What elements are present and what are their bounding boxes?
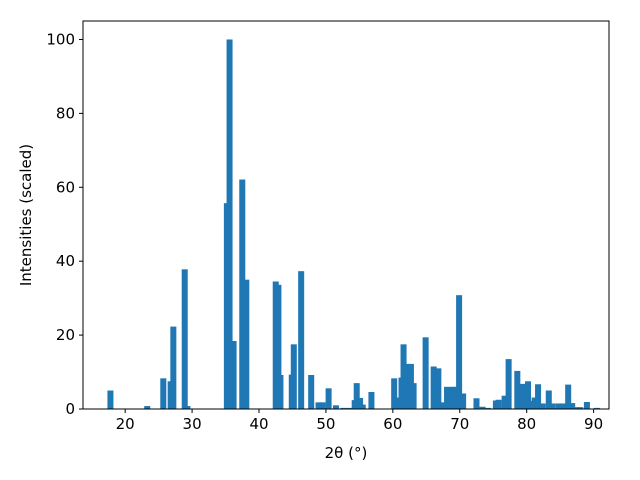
y-tick-label: 20: [56, 326, 75, 344]
bar: [440, 402, 447, 409]
bar: [325, 388, 332, 409]
bar: [452, 386, 459, 409]
bar: [368, 392, 375, 409]
bar: [505, 359, 512, 409]
x-axis-label: 2θ (°): [325, 444, 368, 462]
bar: [160, 378, 167, 409]
x-tick-label: 80: [517, 415, 536, 433]
bar: [519, 383, 526, 409]
y-tick-label: 60: [56, 178, 75, 196]
bar: [527, 400, 534, 409]
bar: [353, 383, 360, 409]
bar: [400, 344, 407, 409]
bar: [308, 375, 315, 409]
bar: [107, 390, 114, 409]
y-tick-label: 80: [56, 104, 75, 122]
bar: [226, 39, 233, 409]
bar: [181, 269, 188, 409]
x-tick-label: 20: [116, 415, 135, 433]
bar: [535, 384, 542, 409]
bar: [577, 407, 584, 409]
bar: [315, 402, 322, 409]
bar: [565, 384, 572, 409]
bar: [444, 386, 451, 409]
bar: [430, 366, 437, 409]
bar: [422, 337, 429, 409]
x-tick-label: 60: [383, 415, 402, 433]
x-tick-label: 30: [183, 415, 202, 433]
bar: [473, 398, 480, 409]
bar: [359, 404, 366, 409]
x-tick-label: 90: [584, 415, 603, 433]
bar: [393, 397, 400, 409]
bar: [495, 399, 502, 409]
y-axis-ticks: 0 20 40 60 80 100: [46, 30, 83, 418]
bar: [583, 401, 590, 409]
bar: [549, 403, 556, 409]
bar: [290, 344, 297, 409]
bar: [391, 378, 398, 409]
bar: [456, 295, 463, 409]
y-tick-label: 40: [56, 252, 75, 270]
bar: [170, 326, 177, 409]
bar: [340, 407, 347, 409]
bar: [357, 397, 364, 409]
bar: [593, 407, 600, 409]
bar: [501, 395, 508, 409]
x-axis-ticks: 20 30 40 50 60 70 80 90: [116, 409, 603, 433]
bar: [275, 284, 282, 409]
bar: [479, 406, 486, 409]
bar: [332, 405, 339, 409]
bar: [410, 383, 417, 409]
x-tick-label: 40: [249, 415, 268, 433]
bar: [531, 397, 538, 409]
bar: [404, 363, 411, 409]
bar: [298, 271, 305, 409]
bar: [243, 279, 250, 409]
y-tick-label: 100: [46, 30, 75, 48]
x-tick-label: 70: [450, 415, 469, 433]
y-tick-label: 0: [65, 400, 75, 418]
y-axis-label: Intensities (scaled): [17, 144, 35, 286]
bar: [525, 381, 532, 409]
bar: [449, 386, 456, 409]
bar: [345, 407, 352, 409]
bar: [230, 341, 237, 409]
bar: [319, 402, 326, 409]
bar: [573, 407, 580, 409]
bar: [184, 406, 191, 409]
bar: [545, 390, 552, 409]
bar: [484, 407, 491, 409]
x-tick-label: 50: [316, 415, 335, 433]
bar: [435, 368, 442, 409]
bar: [460, 393, 467, 409]
bar: [239, 179, 246, 409]
bar: [539, 403, 546, 409]
bar: [559, 403, 566, 409]
bar: [555, 403, 562, 409]
bar: [277, 375, 284, 409]
plot-frame: [82, 20, 610, 410]
bar: [144, 406, 151, 409]
bar: [514, 370, 521, 409]
bar-series: [107, 39, 600, 409]
bar: [569, 403, 576, 409]
